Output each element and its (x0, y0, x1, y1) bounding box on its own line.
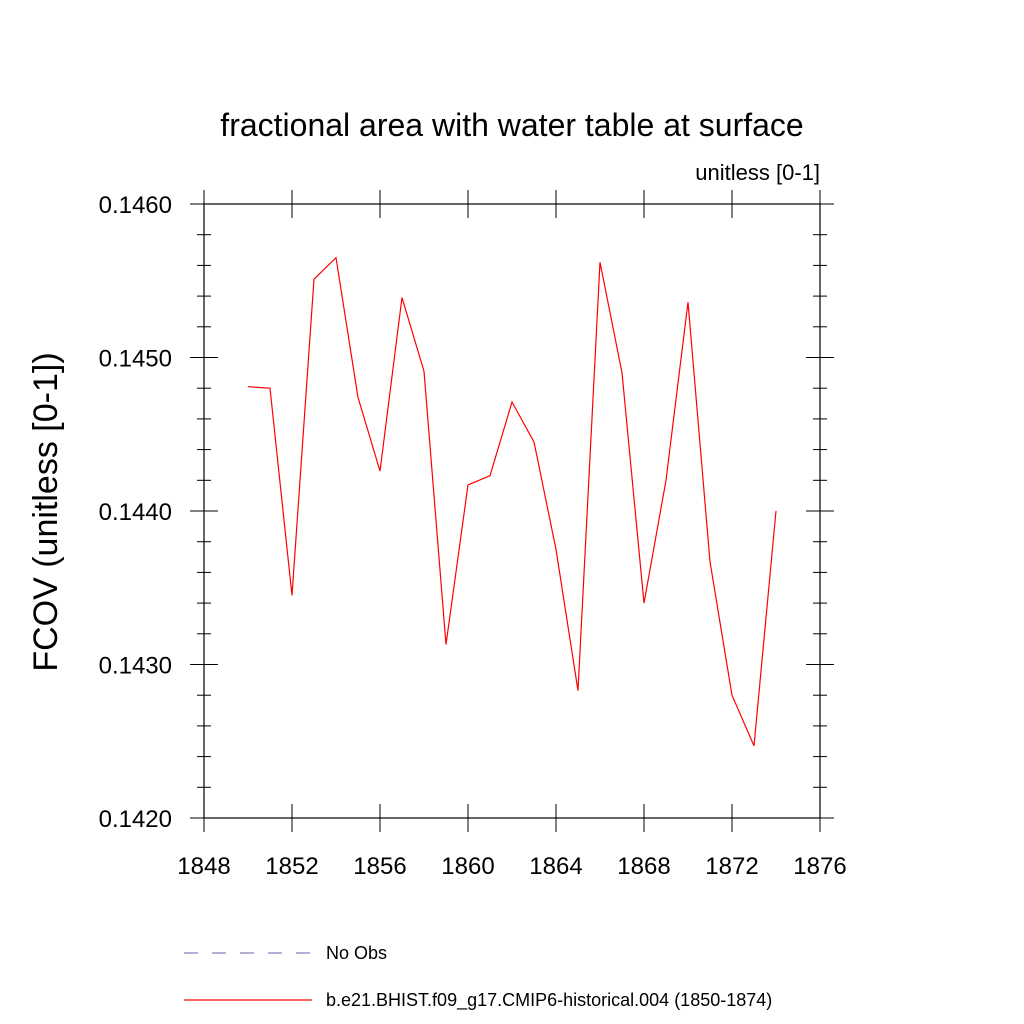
y-tick-label: 0.1460 (99, 192, 172, 219)
y-tick-label: 0.1430 (99, 653, 172, 680)
x-tick-label: 1860 (441, 853, 494, 880)
chart-subtitle: unitless [0-1] (695, 160, 820, 185)
x-tick-label: 1848 (177, 853, 230, 880)
legend-label: b.e21.BHIST.f09_g17.CMIP6-historical.004… (326, 990, 772, 1011)
plot-frame (203, 203, 821, 819)
legend: No Obs b.e21.BHIST.f09_g17.CMIP6-historic… (184, 943, 772, 1011)
legend-label: No Obs (326, 943, 387, 963)
x-tick-label: 1868 (617, 853, 670, 880)
x-tick-label: 1864 (529, 853, 582, 880)
axes: 1848 1852 1856 1860 1864 1868 1872 1876 0.1420 0.… (99, 190, 847, 880)
y-tick-label: 0.1420 (99, 806, 172, 833)
chart-title: fractional area with water table at surf… (220, 107, 803, 143)
x-tick-label: 1876 (793, 853, 846, 880)
series-line (247, 256, 777, 747)
series-layer (247, 256, 777, 747)
y-tick-label: 0.1450 (99, 346, 172, 373)
x-tick-label: 1872 (705, 853, 758, 880)
x-tick-label: 1852 (265, 853, 318, 880)
y-axis-label: FCOV (unitless [0-1]) (27, 352, 65, 671)
x-tick-label: 1856 (353, 853, 406, 880)
y-tick-label: 0.1440 (99, 499, 172, 526)
